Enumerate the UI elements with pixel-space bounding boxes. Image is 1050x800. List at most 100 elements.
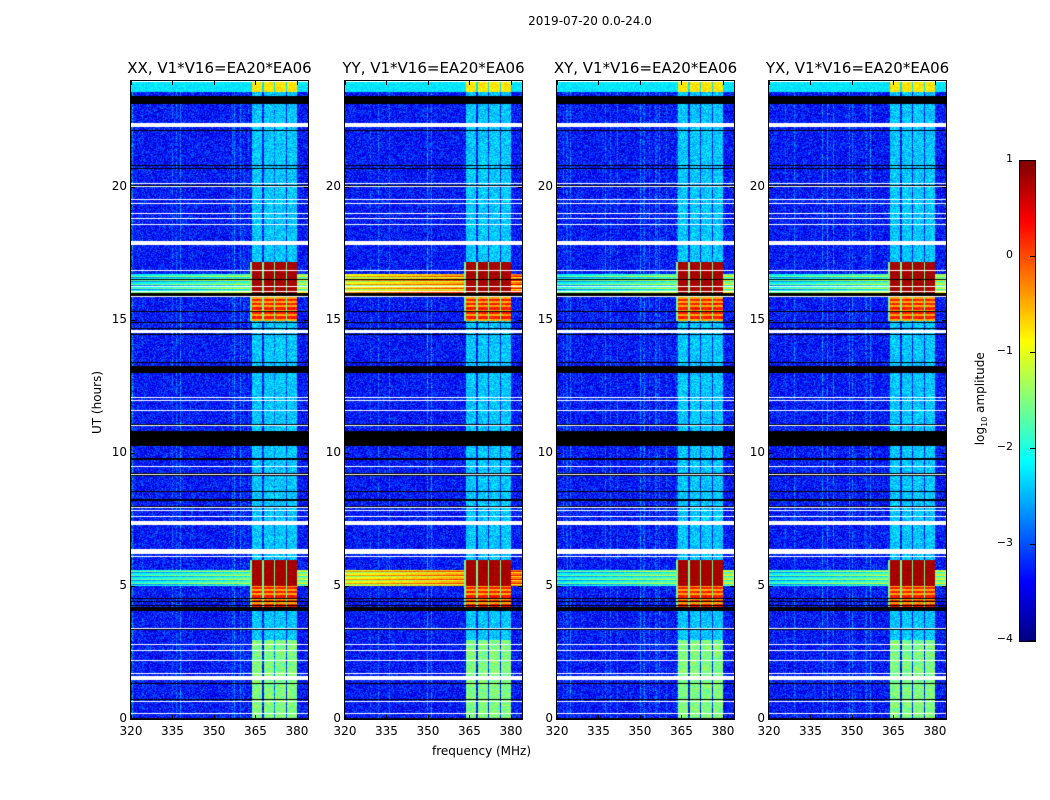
y-tick: [131, 187, 135, 189]
colorbar-tick: [1030, 640, 1035, 641]
x-tick-label: 365: [458, 724, 481, 738]
x-tick-label: 350: [416, 724, 440, 738]
x-tick-label: 380: [499, 724, 523, 738]
x-tick: [893, 715, 895, 719]
y-tick: [131, 586, 135, 588]
heatmap-image: [345, 81, 522, 719]
y-tick-label: 0: [757, 711, 765, 725]
x-tick: [386, 715, 388, 719]
y-tick: [518, 187, 522, 189]
y-tick-label: 20: [325, 179, 341, 194]
x-tick: [769, 715, 770, 719]
panel-title: YX, V1*V16=EA20*EA06: [765, 59, 950, 77]
x-tick: [427, 715, 429, 719]
heatmap-image: [131, 81, 308, 719]
x-tick: [851, 81, 853, 85]
colorbar-tick-label: 1: [1006, 152, 1013, 165]
x-tick: [469, 81, 471, 85]
y-tick-label: 10: [749, 445, 765, 460]
x-tick: [639, 81, 641, 85]
x-tick: [598, 715, 600, 719]
y-tick: [345, 320, 349, 322]
y-tick: [942, 719, 946, 720]
x-tick: [810, 81, 812, 85]
y-tick-label: 10: [325, 445, 341, 460]
heatmap-panel-yx: [768, 80, 947, 720]
y-tick: [304, 320, 308, 322]
x-tick: [639, 715, 641, 719]
x-tick-label: 350: [840, 724, 864, 738]
y-tick: [942, 187, 946, 189]
x-tick: [722, 81, 724, 85]
y-tick-label: 0: [545, 711, 553, 725]
x-tick-label: 335: [799, 724, 822, 738]
y-tick: [769, 586, 773, 588]
y-tick: [769, 187, 773, 189]
x-tick-label: 365: [670, 724, 693, 738]
y-tick: [769, 719, 773, 720]
heatmap-panel-xy: [556, 80, 735, 720]
colorbar-label: log10 amplitude: [972, 352, 990, 446]
colorbar-tick-label: −4: [996, 632, 1013, 645]
x-tick: [296, 715, 298, 719]
y-tick: [942, 586, 946, 588]
y-tick: [518, 586, 522, 588]
y-tick: [730, 320, 734, 322]
y-tick: [769, 453, 773, 455]
x-tick: [598, 81, 600, 85]
panel-title: YY, V1*V16=EA20*EA06: [342, 59, 525, 77]
colorbar-tick: [1030, 448, 1035, 449]
y-tick: [304, 719, 308, 720]
y-tick: [131, 453, 135, 455]
x-tick: [255, 715, 257, 719]
y-tick: [730, 719, 734, 720]
x-tick: [557, 715, 558, 719]
y-tick: [730, 187, 734, 189]
x-tick: [934, 715, 936, 719]
x-tick: [510, 81, 512, 85]
y-tick: [942, 320, 946, 322]
panel-title: XX, V1*V16=EA20*EA06: [127, 59, 312, 77]
colorbar-tick: [1030, 256, 1035, 257]
y-tick-label: 10: [111, 445, 127, 460]
x-tick-label: 320: [757, 724, 781, 738]
x-tick: [172, 81, 174, 85]
panel-title: XY, V1*V16=EA20*EA06: [553, 59, 738, 77]
heatmap-panel-xx: [130, 80, 309, 720]
x-tick: [213, 81, 215, 85]
x-tick: [345, 81, 346, 85]
figure-title: 2019-07-20 0.0-24.0: [528, 14, 652, 28]
y-tick-label: 0: [333, 711, 341, 725]
x-tick: [893, 81, 895, 85]
x-tick-label: 320: [333, 724, 357, 738]
y-tick: [345, 586, 349, 588]
y-tick-label: 15: [325, 312, 341, 327]
x-tick: [386, 81, 388, 85]
y-tick: [557, 453, 561, 455]
heatmap-image: [557, 81, 734, 719]
x-tick: [296, 81, 298, 85]
x-tick-label: 335: [587, 724, 610, 738]
colorbar-tick-label: −3: [996, 536, 1013, 549]
x-tick: [345, 715, 346, 719]
y-tick-label: 20: [537, 179, 553, 194]
heatmap-panel-yy: [344, 80, 523, 720]
y-tick: [131, 719, 135, 720]
heatmap-image: [769, 81, 946, 719]
y-tick-label: 15: [749, 312, 765, 327]
y-tick: [304, 586, 308, 588]
x-tick: [131, 81, 132, 85]
y-tick-label: 20: [111, 179, 127, 194]
x-tick: [722, 715, 724, 719]
colorbar-tick-label: 0: [1006, 248, 1013, 261]
y-tick-label: 10: [537, 445, 553, 460]
x-tick-label: 350: [202, 724, 226, 738]
x-tick-label: 335: [161, 724, 184, 738]
x-tick: [810, 715, 812, 719]
colorbar-tick: [1030, 160, 1035, 161]
y-tick: [518, 719, 522, 720]
x-tick-label: 320: [119, 724, 143, 738]
x-tick: [213, 715, 215, 719]
y-tick: [730, 586, 734, 588]
x-tick-label: 335: [375, 724, 398, 738]
